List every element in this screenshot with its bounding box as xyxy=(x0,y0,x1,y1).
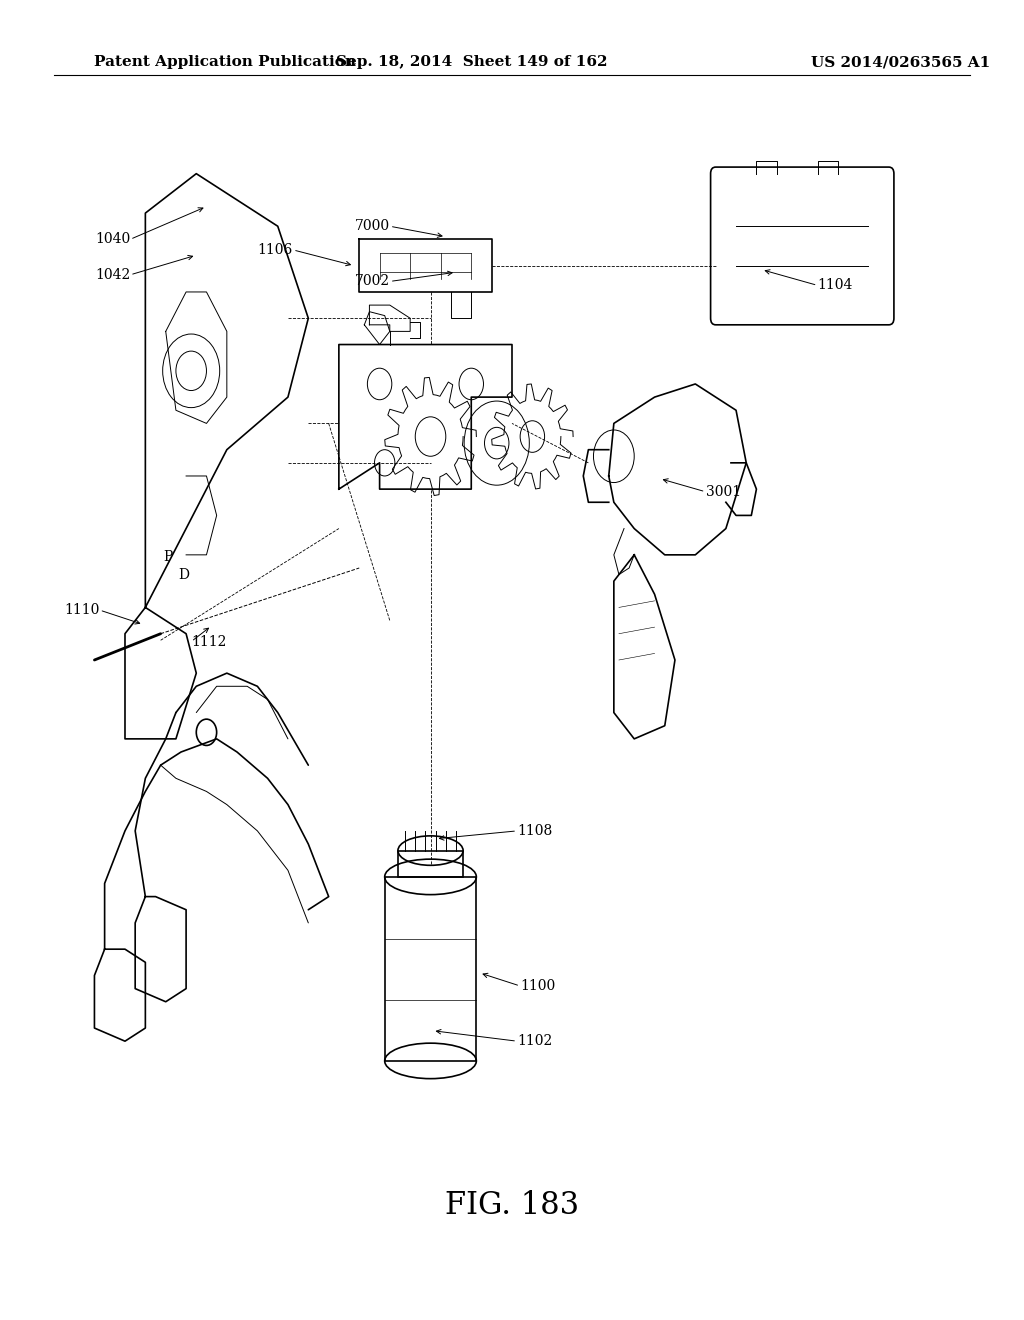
Text: 1040: 1040 xyxy=(95,232,130,247)
Text: 1112: 1112 xyxy=(191,635,226,648)
Text: 1110: 1110 xyxy=(65,603,99,616)
Text: 1102: 1102 xyxy=(517,1034,552,1048)
Text: 7000: 7000 xyxy=(354,219,390,234)
Text: US 2014/0263565 A1: US 2014/0263565 A1 xyxy=(811,55,990,70)
Text: 7002: 7002 xyxy=(354,275,390,289)
Text: 1108: 1108 xyxy=(517,824,552,838)
Text: Sep. 18, 2014  Sheet 149 of 162: Sep. 18, 2014 Sheet 149 of 162 xyxy=(336,55,607,70)
Text: 1100: 1100 xyxy=(520,979,555,993)
Text: P: P xyxy=(163,550,172,565)
Text: FIG. 183: FIG. 183 xyxy=(445,1191,579,1221)
Bar xyxy=(385,876,476,1061)
Text: Patent Application Publication: Patent Application Publication xyxy=(94,55,356,70)
Text: D: D xyxy=(178,568,189,582)
Text: 1106: 1106 xyxy=(258,243,293,257)
Text: 1104: 1104 xyxy=(817,279,853,293)
Bar xyxy=(398,850,463,876)
Text: 3001: 3001 xyxy=(706,484,740,499)
Text: 1042: 1042 xyxy=(95,268,130,282)
